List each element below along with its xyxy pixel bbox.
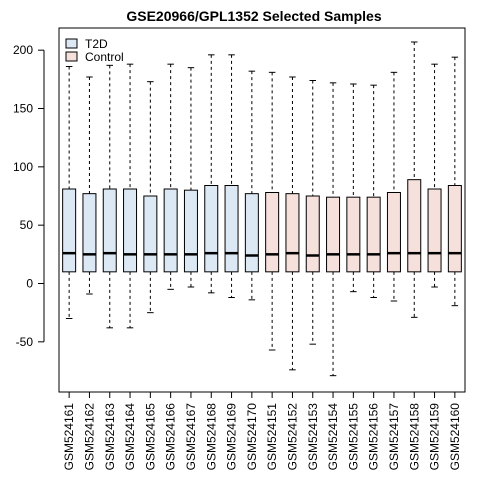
- box-body: [265, 192, 280, 273]
- x-tick-label: GSM524170: [245, 403, 259, 471]
- box-body: [366, 196, 381, 273]
- box-body: [244, 193, 259, 273]
- box-body: [123, 188, 138, 273]
- x-tick-label: GSM524162: [82, 403, 96, 471]
- box-body: [183, 189, 198, 273]
- box-body: [143, 195, 158, 273]
- box-GSM524154: [326, 82, 341, 377]
- box-body: [163, 188, 178, 273]
- box-GSM524152: [285, 76, 300, 371]
- legend-label-control: Control: [85, 50, 124, 64]
- box-GSM524167: [183, 67, 198, 288]
- x-tick-label: GSM524163: [103, 403, 117, 471]
- y-tick-label: -50: [16, 335, 34, 349]
- box-series: [62, 41, 462, 377]
- box-GSM524162: [82, 76, 97, 295]
- box-body: [386, 192, 401, 273]
- x-tick-label: GSM524157: [387, 403, 401, 471]
- x-tick-label: GSM524158: [407, 403, 421, 471]
- plot-frame: [58, 27, 466, 393]
- box-GSM524160: [447, 56, 462, 307]
- box-GSM524164: [123, 63, 138, 329]
- x-tick-label: GSM524161: [62, 403, 76, 471]
- box-body: [224, 185, 239, 273]
- box-body: [102, 188, 117, 273]
- legend-label-t2d: T2D: [85, 37, 108, 51]
- box-GSM524166: [163, 63, 178, 290]
- x-tick-label: GSM524160: [448, 403, 462, 471]
- box-body: [346, 196, 361, 273]
- box-body: [407, 179, 422, 273]
- y-axis: -50 0 50 100 150 200: [13, 43, 45, 349]
- x-tick-label: GSM524156: [367, 403, 381, 471]
- box-GSM524170: [244, 70, 259, 301]
- x-tick-label: GSM524154: [326, 403, 340, 471]
- x-tick-label: GSM524164: [123, 403, 137, 471]
- box-GSM524151: [265, 71, 280, 351]
- box-body: [204, 185, 219, 273]
- box-GSM524168: [204, 54, 219, 294]
- x-tick-label: GSM524167: [184, 403, 198, 471]
- y-tick-label: 200: [13, 43, 33, 57]
- box-GSM524161: [62, 66, 77, 319]
- box-body: [447, 185, 462, 273]
- box-body: [62, 188, 77, 273]
- legend-swatch-control: [65, 51, 78, 62]
- y-tick-label: 150: [13, 102, 33, 116]
- box-GSM524156: [366, 84, 381, 298]
- x-tick-label: GSM524155: [346, 403, 360, 471]
- box-GSM524157: [386, 71, 401, 302]
- box-GSM524155: [346, 83, 361, 293]
- y-tick-label: 100: [13, 160, 33, 174]
- x-tick-label: GSM524152: [285, 403, 299, 471]
- x-tick-label: GSM524159: [428, 403, 442, 471]
- x-tick-label: GSM524168: [204, 403, 218, 471]
- box-GSM524159: [427, 63, 442, 288]
- box-body: [82, 193, 97, 273]
- box-GSM524163: [102, 64, 117, 329]
- box-body: [305, 195, 320, 273]
- box-body: [427, 188, 442, 273]
- x-tick-label: GSM524165: [143, 403, 157, 471]
- x-tick-label: GSM524169: [225, 403, 239, 471]
- box-GSM524158: [407, 41, 422, 318]
- y-tick-label: 0: [26, 277, 33, 291]
- box-GSM524169: [224, 54, 239, 298]
- y-tick-label: 50: [20, 218, 34, 232]
- box-GSM524153: [305, 80, 320, 345]
- chart-title: GSE20966/GPL1352 Selected Samples: [126, 8, 381, 24]
- x-tick-label: GSM524166: [164, 403, 178, 471]
- x-axis: GSM524161 GSM524162 GSM524163 GSM524164 GSM5…: [62, 391, 462, 471]
- box-GSM524165: [143, 81, 158, 314]
- x-tick-label: GSM524153: [306, 403, 320, 471]
- legend-swatch-t2d: [65, 38, 78, 49]
- x-tick-label: GSM524151: [265, 403, 279, 471]
- box-body: [285, 193, 300, 273]
- box-body: [326, 196, 341, 273]
